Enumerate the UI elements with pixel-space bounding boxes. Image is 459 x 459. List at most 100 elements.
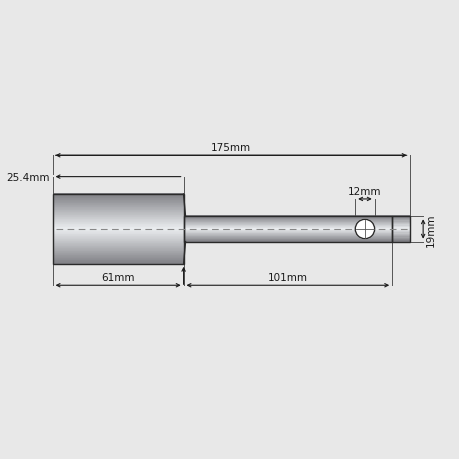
Text: 175mm: 175mm [211,143,251,153]
Bar [52,226,183,227]
Bar [52,202,183,203]
Bar [52,217,183,218]
Bar [52,219,183,220]
Bar [183,229,391,230]
Bar [52,220,183,221]
Bar [52,196,183,197]
Bar [52,206,183,207]
Bar [183,239,391,240]
Bar [52,211,183,212]
Bar [52,241,183,242]
Bar [183,234,391,235]
Bar [183,233,391,234]
Bar [183,220,391,221]
Bar [52,231,183,232]
Bar [52,214,183,215]
Bar [52,233,183,234]
Bar [52,236,183,237]
Bar [183,216,391,217]
Bar [391,232,409,234]
Bar [183,223,391,224]
Bar [52,195,183,196]
Bar [391,235,409,237]
Bar [52,230,183,231]
Bar [52,256,183,257]
Bar [183,225,391,226]
Bar [52,261,183,262]
Bar [183,225,391,226]
Bar [183,229,391,230]
Bar [183,230,391,231]
Bar [183,226,391,227]
Bar [52,248,183,249]
Bar [183,235,391,236]
Bar [391,217,409,242]
Bar [52,231,183,233]
Bar [52,253,183,254]
Bar [183,221,391,222]
Bar [52,198,183,199]
Bar [52,235,183,236]
Bar [183,219,391,220]
Bar [52,248,183,250]
Bar [52,258,183,259]
Bar [391,219,409,221]
Bar [183,222,391,223]
Bar [183,223,391,224]
Bar [52,244,183,246]
Bar [52,234,183,235]
Bar [52,243,183,245]
Bar [52,201,183,202]
Bar [52,236,183,238]
Bar [183,218,391,219]
Text: 12mm: 12mm [347,187,381,196]
Bar [52,204,183,205]
Bar [183,217,391,218]
Bar [183,227,391,228]
Bar [52,240,183,241]
Bar [183,218,391,219]
Bar [183,224,391,225]
Bar [52,203,183,205]
Text: 25.4mm: 25.4mm [6,172,50,182]
Bar [52,255,183,256]
Bar [52,227,183,228]
Bar [52,251,183,252]
Bar [183,217,391,218]
Bar [52,208,183,209]
Bar [52,246,183,247]
Bar [391,223,409,225]
Bar [52,205,183,206]
Bar [52,247,183,248]
Bar [52,257,183,258]
Bar [52,209,183,210]
Bar [183,226,391,227]
Bar [52,239,183,240]
Bar [391,215,409,217]
Bar [52,207,183,208]
Text: 19mm: 19mm [425,213,435,246]
Bar [52,202,183,204]
Bar [391,234,409,235]
Bar [52,201,183,202]
Text: 101mm: 101mm [267,273,307,283]
Bar [391,220,409,222]
Bar [391,226,409,228]
Bar [183,230,391,231]
Bar [52,194,183,195]
Bar [52,216,183,217]
Bar [183,233,391,234]
Bar [183,231,391,232]
Text: 61mm: 61mm [101,273,134,283]
Bar [183,236,391,237]
Bar [391,231,409,233]
Bar [52,255,183,257]
Bar [52,254,183,255]
Bar [52,224,183,226]
Bar [52,225,183,226]
Bar [183,237,391,238]
Bar [183,231,391,232]
Bar [183,228,391,229]
Bar [52,250,183,251]
Bar [52,252,183,253]
